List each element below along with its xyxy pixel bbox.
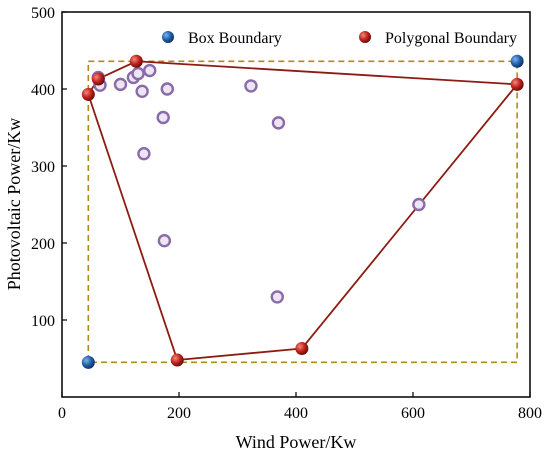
polygon-boundary-point-3 <box>510 77 524 91</box>
polygon-boundary-point-4 <box>295 341 309 355</box>
scatter-point-13 <box>157 233 172 248</box>
boundary-points-layer <box>81 54 524 369</box>
scatter-point-6 <box>135 84 149 99</box>
y-tick-label-200: 200 <box>31 236 55 253</box>
polygon-boundary-point-1 <box>91 72 105 86</box>
scatter-point-12 <box>412 197 426 212</box>
scatter-point-4 <box>131 66 145 81</box>
legend-marker-polygonal-boundary <box>359 31 371 43</box>
x-tick-label-800: 800 <box>518 405 542 422</box>
y-tick-label-400: 400 <box>31 82 55 99</box>
polygon-boundary-point-5 <box>170 353 184 367</box>
box-boundary-layer <box>87 60 518 364</box>
scatter-point-10 <box>271 116 286 130</box>
scatter-point-1 <box>113 77 128 92</box>
legend-label-polygonal-boundary: Polygonal Boundary <box>385 30 517 47</box>
x-tick-label-200: 200 <box>167 405 191 422</box>
plot-frame <box>61 11 531 398</box>
box-boundary-rect <box>87 60 518 364</box>
y-axis-title: Photovoltaic Power/Kw <box>4 118 24 291</box>
polygon-boundary-line <box>87 60 519 361</box>
legend-marker-box-boundary <box>162 31 174 43</box>
scatter-point-8 <box>244 79 258 93</box>
scatter-point-11 <box>137 146 151 161</box>
box-boundary-point-1 <box>510 54 524 68</box>
scatter-point-5 <box>143 63 157 78</box>
polygon-boundary-point-2 <box>129 54 143 68</box>
scatter-point-9 <box>156 110 170 125</box>
scatter-point-7 <box>160 82 175 96</box>
polygon-boundary-layer <box>87 60 519 361</box>
scatter-points-layer <box>91 63 426 304</box>
axis-ticks: 0 200 400 600 800 100 200 300 400 500 <box>31 5 542 422</box>
legend: Box Boundary Polygonal Boundary <box>162 30 517 47</box>
legend-label-box-boundary: Box Boundary <box>188 30 282 47</box>
x-tick-label-400: 400 <box>284 405 308 422</box>
y-tick-label-100: 100 <box>31 313 55 330</box>
polygon-boundary-point-0 <box>81 87 95 101</box>
y-tick-label-500: 500 <box>31 5 55 22</box>
y-tick-label-300: 300 <box>31 159 55 176</box>
x-tick-label-0: 0 <box>58 405 66 422</box>
box-boundary-point-0 <box>81 355 95 369</box>
x-axis-title: Wind Power/Kw <box>236 432 357 452</box>
x-tick-label-600: 600 <box>401 405 425 422</box>
scatter-point-14 <box>270 290 284 304</box>
